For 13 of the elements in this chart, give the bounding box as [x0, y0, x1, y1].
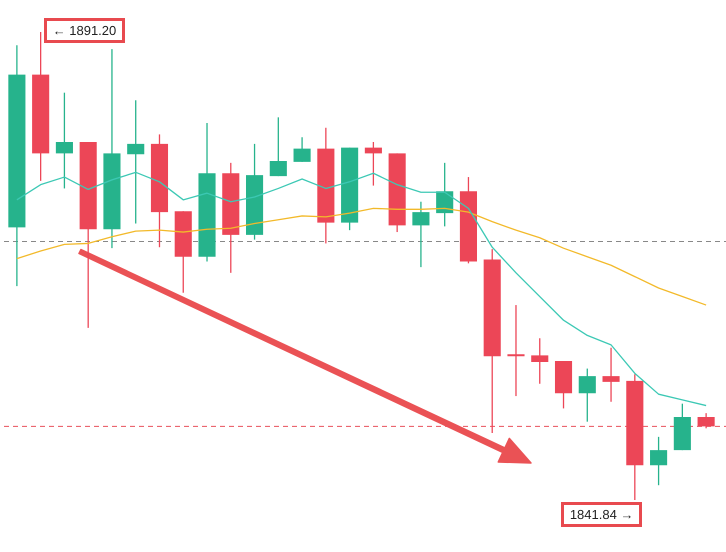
- candlestick: [127, 100, 144, 224]
- candlestick: [412, 201, 430, 268]
- candlestick: [56, 92, 73, 190]
- annotation: ← 1891.20: [44, 18, 126, 43]
- candlestick: [294, 136, 311, 163]
- candlestick: [531, 338, 548, 384]
- text: 1841.84 →: [560, 502, 642, 527]
- candlestick: [364, 141, 382, 186]
- candlestick: [650, 436, 668, 486]
- candlestick: [578, 368, 596, 422]
- candlestick: [507, 304, 525, 397]
- candlestick: [270, 116, 287, 177]
- candlestick: [602, 347, 620, 402]
